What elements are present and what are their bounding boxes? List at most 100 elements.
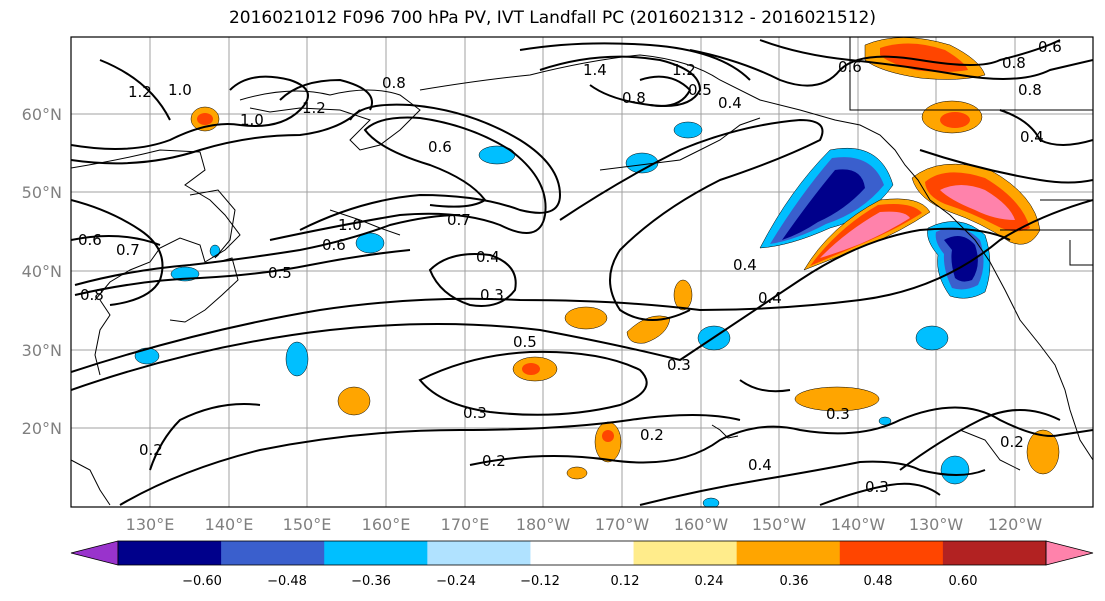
- contour-label: 0.6: [322, 236, 346, 254]
- latitude-label: 40°N: [22, 262, 62, 281]
- pv-contour-line: [428, 253, 517, 307]
- longitude-label: 150°W: [752, 515, 807, 534]
- contour-label: 0.6: [428, 138, 452, 156]
- contour-label: 1.0: [168, 81, 192, 99]
- negative-anomaly-core: [782, 169, 865, 240]
- pv-contour-line: [469, 406, 1093, 466]
- contour-label: 0.5: [688, 81, 712, 99]
- contour-label: 0.7: [116, 241, 140, 259]
- contour-label: 0.5: [268, 264, 292, 282]
- contour-label: 0.4: [718, 94, 742, 112]
- colorbar-cell: [530, 541, 635, 565]
- contour-label: 1.2: [302, 99, 326, 117]
- pv-contour-line: [71, 199, 164, 306]
- longitude-label: 170°E: [441, 515, 490, 534]
- negative-anomaly-region: [702, 497, 720, 507]
- canada-border: [849, 37, 1093, 111]
- contour-label: 0.8: [80, 286, 104, 304]
- negative-anomaly-region: [209, 244, 221, 258]
- contour-label: 0.5: [513, 333, 537, 351]
- colorbar-cell: [324, 541, 428, 565]
- longitude-axis: 130°E 140°E 150°E 160°E 170°E 180°W 170°…: [126, 515, 1043, 534]
- longitude-label: 130°W: [909, 515, 964, 534]
- latitude-label: 50°N: [22, 183, 62, 202]
- colorbar-cell: [942, 541, 1047, 565]
- colorbar-extend-high: [1045, 540, 1094, 566]
- colorbar-cell: [118, 541, 222, 565]
- pv-contour-line: [71, 235, 161, 246]
- colorbar-tick-label: −0.36: [351, 574, 391, 589]
- colorbar-tick-label: −0.12: [520, 574, 560, 589]
- contour-label: 0.3: [865, 478, 889, 496]
- colorbar-cell: [839, 541, 944, 565]
- contour-label: 0.2: [640, 426, 664, 444]
- positive-anomaly-core: [820, 211, 910, 258]
- latitude-label: 20°N: [22, 419, 62, 438]
- longitude-label: 180°W: [516, 515, 571, 534]
- latitude-label: 30°N: [22, 341, 62, 360]
- contour-label-group: 1.2 1.0 1.0 1.2 0.8 0.6 1.4 1.2 0.8 0.5 …: [78, 38, 1062, 496]
- colorbar-tick-label: −0.60: [182, 574, 222, 589]
- colorbar-extend-low: [70, 540, 119, 566]
- longitude-label: 160°W: [674, 515, 729, 534]
- pv-contour-line: [74, 249, 411, 296]
- negative-anomaly-region: [878, 416, 892, 426]
- map-title: 2016021012 F096 700 hPa PV, IVT Landfall…: [228, 8, 876, 28]
- longitude-label: 170°W: [595, 515, 650, 534]
- sakhalin-coastline: [189, 189, 236, 259]
- contour-label: 0.2: [482, 452, 506, 470]
- colorbar: −0.60 −0.48 −0.36 −0.24 −0.12 0.12 0.24 …: [70, 540, 1094, 589]
- contour-label: 0.2: [139, 441, 163, 459]
- longitude-label: 120°W: [988, 515, 1043, 534]
- positive-anomaly-region: [566, 466, 588, 480]
- contour-label: 0.8: [622, 89, 646, 107]
- colorbar-tick-label: 0.48: [864, 574, 893, 589]
- pv-contours: [71, 39, 1093, 506]
- positive-anomaly-region: [626, 315, 671, 344]
- contour-label: 0.8: [1002, 54, 1026, 72]
- pv-contour-line: [71, 75, 309, 150]
- contour-label: 0.3: [480, 286, 504, 304]
- pv-contour-line: [559, 118, 824, 321]
- pv-contour-line: [119, 414, 741, 506]
- longitude-label: 140°W: [831, 515, 886, 534]
- colorbar-tick-label: −0.48: [267, 574, 307, 589]
- contour-label: 1.2: [128, 83, 152, 101]
- longitude-label: 160°E: [362, 515, 411, 534]
- kamchatka-coastline: [239, 89, 421, 151]
- negative-anomaly-region: [940, 455, 970, 485]
- latitude-label: 60°N: [22, 105, 62, 124]
- contour-label: 0.7: [447, 211, 471, 229]
- colorbar-tick-labels: −0.60 −0.48 −0.36 −0.24 −0.12 0.12 0.24 …: [182, 574, 977, 589]
- positive-anomaly-region: [673, 279, 693, 311]
- north-america-coastline: [419, 54, 1093, 461]
- positive-anomaly-region: [337, 386, 371, 416]
- positive-anomaly-core: [940, 112, 970, 128]
- pv-contour-line: [149, 403, 261, 471]
- latitude-axis: 60°N 50°N 40°N 30°N 20°N: [22, 105, 62, 438]
- pv-contour-line: [71, 199, 1093, 373]
- colorbar-tick-label: 0.60: [949, 574, 978, 589]
- contour-label: 1.2: [672, 61, 696, 79]
- colorbar-tick-label: 0.12: [611, 574, 640, 589]
- map-frame: [70, 36, 1094, 508]
- positive-anomaly-core: [602, 430, 614, 442]
- negative-anomaly-region: [915, 325, 949, 351]
- colorbar-tick-label: −0.24: [436, 574, 476, 589]
- pv-contour-line: [639, 460, 986, 506]
- coastlines: [71, 37, 1093, 506]
- china-coastline: [94, 299, 111, 376]
- pv-contour-line: [71, 227, 1011, 391]
- pv-contour-line: [269, 116, 547, 241]
- positive-anomaly-region: [1026, 429, 1060, 475]
- contour-label: 0.6: [838, 58, 862, 76]
- contour-label: 1.4: [583, 61, 607, 79]
- kuril-islands: [329, 209, 401, 236]
- philippines-coastline: [71, 459, 111, 506]
- colorbar-frame: [117, 540, 1047, 566]
- pv-contour-line: [819, 482, 941, 506]
- pv-contour-line: [639, 75, 692, 107]
- contour-label: 1.0: [338, 216, 362, 234]
- pv-contour-line: [299, 103, 562, 231]
